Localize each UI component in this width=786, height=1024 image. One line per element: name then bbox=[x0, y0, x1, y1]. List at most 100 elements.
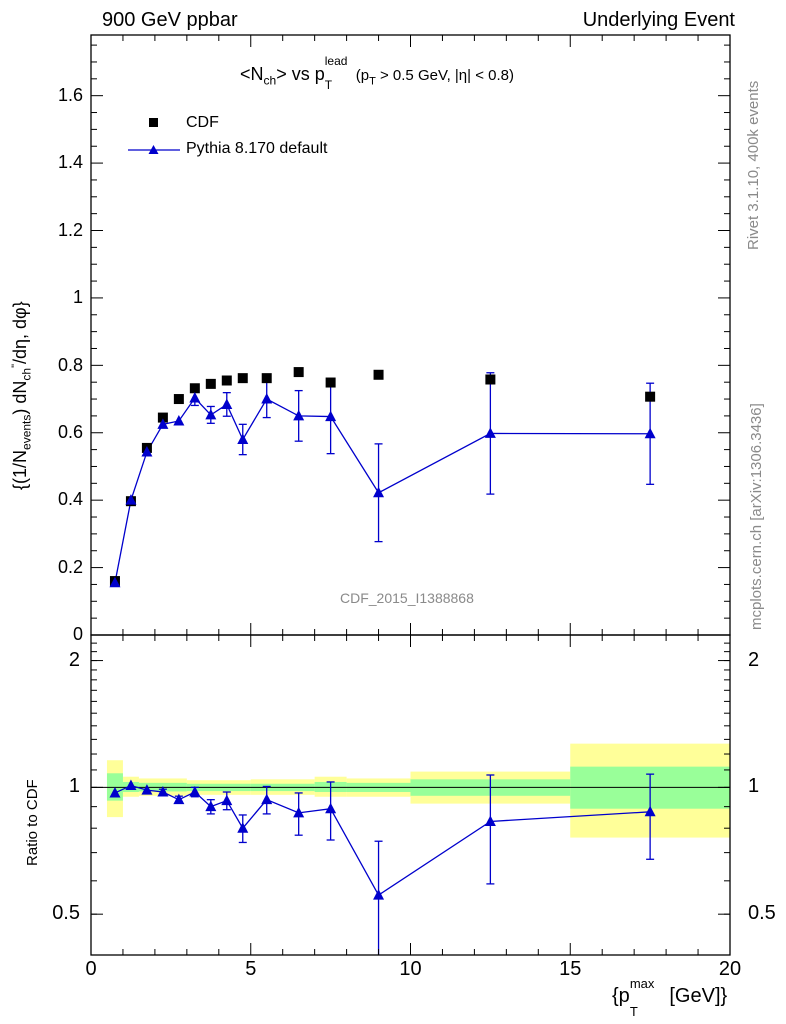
legend-cdf-marker bbox=[149, 118, 158, 127]
title-cut: (p bbox=[355, 67, 370, 84]
cdf-point bbox=[261, 373, 272, 384]
ratio-point bbox=[293, 806, 305, 818]
ratio-y-tick-label-right: 0.5 bbox=[748, 902, 776, 925]
cdf-point bbox=[173, 394, 184, 405]
cdf-point bbox=[293, 367, 304, 378]
ratio-point bbox=[373, 889, 385, 900]
cdf-point bbox=[237, 373, 248, 384]
ratio-point bbox=[237, 822, 249, 833]
ratio-point bbox=[644, 805, 656, 817]
title-cut-T: T bbox=[369, 75, 376, 88]
ratio-point bbox=[325, 802, 337, 814]
ratio-y-tick-label-right: 2 bbox=[748, 648, 760, 671]
y-tick-label: 0.6 bbox=[57, 421, 83, 442]
pythia-point bbox=[261, 393, 273, 404]
pythia-line bbox=[114, 397, 651, 583]
ylabel-b: events bbox=[19, 414, 34, 450]
pythia-point bbox=[293, 409, 305, 421]
mcplots-label: mcplots.cern.ch [arXiv:1306.3436] bbox=[748, 403, 765, 630]
cdf-point bbox=[373, 369, 384, 380]
title-vs: > vs p bbox=[276, 64, 325, 84]
chart-title: <Nch> vs p lead T (pT > 0.5 GeV, |η| < 0.8… bbox=[240, 54, 514, 92]
title-sub: ch bbox=[263, 73, 277, 88]
ratio-bands-layer bbox=[106, 743, 730, 838]
header-left: 900 GeV ppbar bbox=[102, 9, 238, 31]
ylabel-a: {(1/N bbox=[10, 449, 30, 490]
pythia-point bbox=[373, 486, 385, 498]
legend-pythia-label: Pythia 8.170 default bbox=[186, 140, 328, 157]
y-tick-label: 0 bbox=[72, 624, 83, 645]
header-right: Underlying Event bbox=[582, 9, 735, 31]
ratio-point bbox=[173, 793, 185, 805]
ratio-panel-data bbox=[109, 773, 656, 955]
cdf-point bbox=[485, 374, 496, 385]
ylabel-f: /dη, dφ} bbox=[10, 301, 30, 364]
legend bbox=[128, 118, 180, 154]
pythia-point bbox=[141, 445, 153, 457]
top-panel-data bbox=[109, 367, 656, 588]
ratio-y-tick-label: 2 bbox=[68, 648, 80, 671]
pythia-point bbox=[644, 427, 656, 439]
ratio-point bbox=[221, 794, 233, 806]
ylabel-d: ch bbox=[19, 367, 34, 381]
xlabel-a: {p bbox=[612, 985, 630, 1007]
pythia-point bbox=[325, 410, 337, 422]
ratio-point bbox=[109, 786, 121, 798]
cdf-point bbox=[205, 378, 216, 389]
ratio-point bbox=[141, 784, 153, 795]
ratio-y-label: Ratio to CDF bbox=[24, 779, 41, 866]
x-tick-label: 5 bbox=[245, 958, 257, 980]
pythia-point bbox=[221, 398, 233, 409]
rivet-label: Rivet 3.1.10, 400k events bbox=[745, 80, 762, 250]
y-tick-label: 1.4 bbox=[57, 152, 83, 173]
x-tick-label: 20 bbox=[718, 958, 742, 980]
pythia-point bbox=[157, 418, 169, 429]
ratio-y-tick-label: 0.5 bbox=[52, 902, 80, 925]
x-tick-label: 10 bbox=[399, 958, 422, 980]
analysis-watermark: CDF_2015_I1388868 bbox=[340, 590, 474, 606]
pythia-point bbox=[205, 408, 217, 420]
y-tick-label: 0.4 bbox=[57, 489, 83, 510]
ratio-point bbox=[484, 815, 496, 826]
legend-pythia-marker bbox=[148, 145, 159, 154]
cdf-point bbox=[157, 412, 168, 423]
title-sup: lead bbox=[324, 54, 348, 68]
ylabel-e: " bbox=[10, 364, 22, 368]
y-tick-label: 1.2 bbox=[57, 219, 83, 240]
x-tick-label: 0 bbox=[85, 958, 97, 980]
ylabel-c: ) dN bbox=[10, 380, 30, 415]
ratio-y-tick-label: 1 bbox=[68, 775, 80, 798]
pythia-point bbox=[125, 494, 137, 505]
ratio-point bbox=[125, 779, 137, 791]
legend-cdf-label: CDF bbox=[186, 114, 219, 131]
ratio-point bbox=[261, 793, 273, 805]
xlabel-d: [GeV]} bbox=[663, 985, 728, 1007]
cdf-point bbox=[221, 375, 232, 386]
ratio-point bbox=[189, 786, 201, 797]
cdf-point bbox=[189, 383, 200, 394]
ratio-point bbox=[157, 786, 169, 797]
pythia-point bbox=[484, 427, 496, 438]
title-cut-rest: > 0.5 GeV, |η| < 0.8) bbox=[375, 67, 514, 84]
cdf-point bbox=[325, 377, 336, 388]
title-T: T bbox=[324, 78, 333, 92]
xlabel-c: T bbox=[629, 1004, 638, 1019]
ratio-point bbox=[205, 800, 217, 812]
xlabel-b: max bbox=[629, 976, 655, 991]
y-tick-label: 1.6 bbox=[57, 84, 83, 105]
ratio-y-tick-label-right: 1 bbox=[748, 775, 760, 798]
pythia-point bbox=[237, 433, 249, 444]
cdf-point bbox=[645, 391, 656, 402]
x-tick-label: 15 bbox=[559, 958, 582, 980]
pythia-point bbox=[189, 392, 201, 403]
pythia-point bbox=[173, 414, 185, 426]
pythia-point bbox=[109, 576, 121, 588]
y-tick-label: 1 bbox=[72, 287, 83, 308]
y-tick-label: 0.2 bbox=[57, 556, 83, 577]
y-axis-label-inner: {(1/Nevents) dNch"/dη, dφ} bbox=[10, 301, 34, 490]
axis-ticks bbox=[90, 35, 731, 956]
x-axis-label: {p max T [GeV]} bbox=[612, 976, 728, 1019]
y-tick-label: 0.8 bbox=[57, 354, 83, 375]
title-main: <N bbox=[240, 64, 264, 84]
